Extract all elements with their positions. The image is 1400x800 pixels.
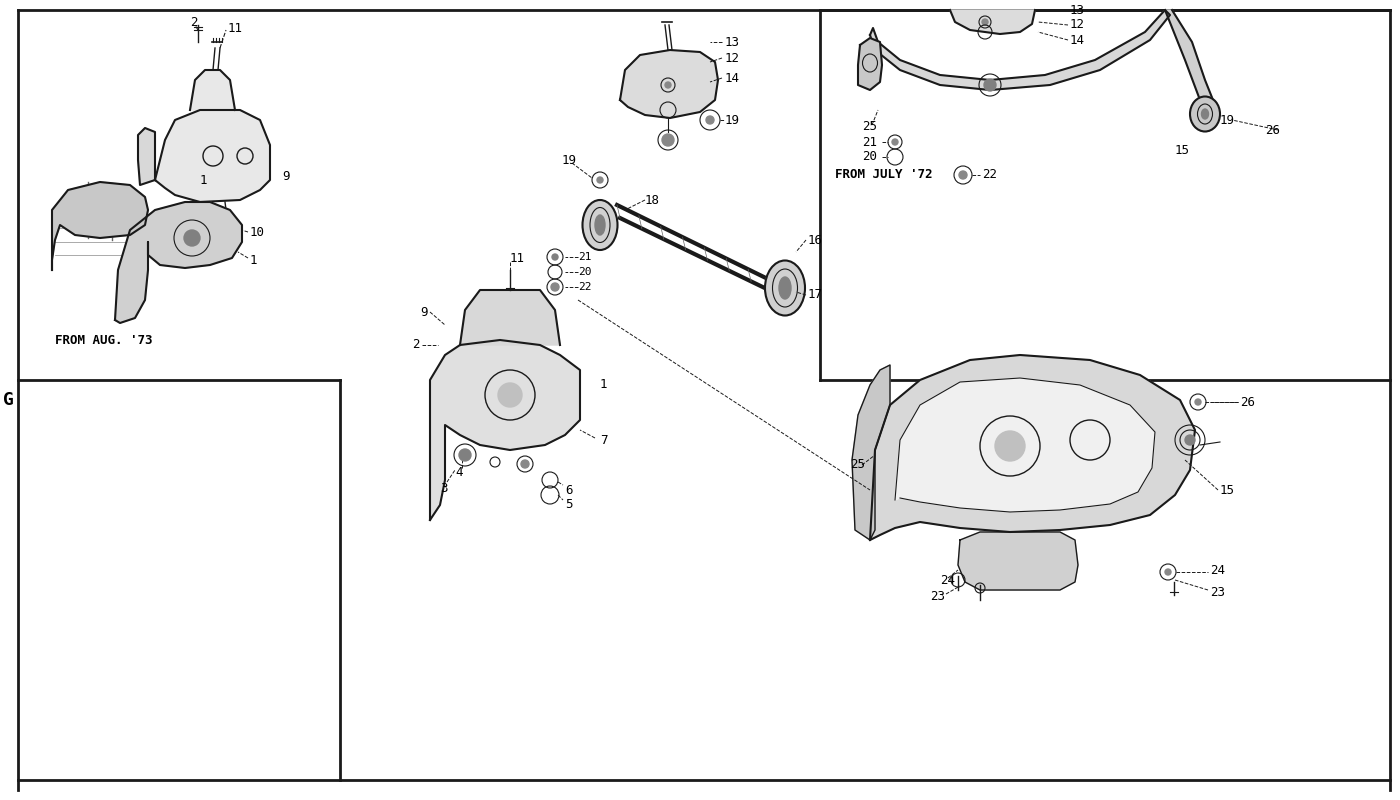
- Ellipse shape: [1190, 97, 1219, 131]
- Polygon shape: [853, 365, 890, 540]
- Text: 7: 7: [601, 434, 608, 446]
- Ellipse shape: [764, 261, 805, 315]
- Circle shape: [183, 230, 200, 246]
- Text: 1: 1: [601, 378, 608, 391]
- Text: 11: 11: [510, 251, 525, 265]
- Circle shape: [596, 177, 603, 183]
- Text: 25: 25: [850, 458, 865, 471]
- Ellipse shape: [582, 200, 617, 250]
- Text: 20: 20: [578, 267, 591, 277]
- Text: 3: 3: [146, 222, 153, 234]
- Circle shape: [1165, 569, 1170, 575]
- Text: 26: 26: [1266, 123, 1280, 137]
- Circle shape: [521, 460, 529, 468]
- Text: 24: 24: [1210, 563, 1225, 577]
- Ellipse shape: [595, 215, 605, 235]
- Text: 12: 12: [1070, 18, 1085, 31]
- Text: 23: 23: [1210, 586, 1225, 598]
- Circle shape: [662, 134, 673, 146]
- Text: 19: 19: [725, 114, 741, 126]
- Polygon shape: [869, 10, 1170, 90]
- Polygon shape: [155, 110, 270, 202]
- Text: 1: 1: [251, 254, 258, 266]
- Circle shape: [1184, 435, 1196, 445]
- Polygon shape: [139, 128, 155, 185]
- Text: 10: 10: [251, 226, 265, 238]
- Polygon shape: [52, 182, 148, 270]
- Text: 2: 2: [412, 338, 420, 351]
- Polygon shape: [190, 70, 235, 110]
- Text: 22: 22: [981, 169, 997, 182]
- Polygon shape: [461, 290, 560, 345]
- Text: 21: 21: [862, 137, 876, 150]
- Text: 23: 23: [930, 590, 945, 602]
- Text: 17: 17: [808, 289, 823, 302]
- Text: 9: 9: [281, 170, 290, 183]
- Circle shape: [959, 171, 967, 179]
- Ellipse shape: [778, 277, 791, 299]
- Circle shape: [665, 82, 671, 88]
- Text: 21: 21: [578, 252, 591, 262]
- Text: 19: 19: [1219, 114, 1235, 126]
- Text: 14: 14: [1070, 34, 1085, 46]
- Text: G: G: [3, 391, 14, 409]
- Text: 11: 11: [228, 22, 244, 34]
- Circle shape: [498, 383, 522, 407]
- Text: 24: 24: [939, 574, 955, 586]
- Circle shape: [210, 217, 220, 227]
- Text: 1: 1: [200, 174, 207, 186]
- Text: 25: 25: [862, 121, 876, 134]
- Polygon shape: [620, 50, 718, 118]
- Text: 14: 14: [725, 71, 741, 85]
- Text: 13: 13: [1070, 3, 1085, 17]
- Text: 3: 3: [440, 482, 448, 494]
- Text: 4: 4: [455, 466, 462, 478]
- Text: 20: 20: [862, 150, 876, 163]
- Polygon shape: [430, 340, 580, 520]
- Text: 18: 18: [645, 194, 659, 206]
- Text: 4: 4: [178, 222, 185, 234]
- Polygon shape: [858, 38, 882, 90]
- Text: FROM AUG. '73: FROM AUG. '73: [55, 334, 153, 346]
- Circle shape: [459, 449, 470, 461]
- Circle shape: [552, 254, 559, 260]
- Polygon shape: [1165, 10, 1215, 122]
- Text: 15: 15: [1219, 483, 1235, 497]
- Text: 5: 5: [566, 498, 573, 511]
- Text: 12: 12: [725, 51, 741, 65]
- Circle shape: [995, 431, 1025, 461]
- Text: 19: 19: [561, 154, 577, 166]
- Circle shape: [169, 213, 181, 223]
- Polygon shape: [951, 10, 1035, 34]
- Circle shape: [984, 79, 995, 91]
- Text: 16: 16: [808, 234, 823, 246]
- Ellipse shape: [1201, 109, 1208, 119]
- Circle shape: [706, 116, 714, 124]
- Polygon shape: [869, 355, 1196, 540]
- Text: 15: 15: [1175, 143, 1190, 157]
- Text: 22: 22: [578, 282, 591, 292]
- Text: 6: 6: [566, 483, 573, 497]
- Circle shape: [892, 139, 897, 145]
- Polygon shape: [895, 378, 1155, 512]
- Polygon shape: [958, 532, 1078, 590]
- Polygon shape: [115, 202, 242, 323]
- Text: 9: 9: [420, 306, 427, 318]
- Text: 2: 2: [190, 15, 197, 29]
- Circle shape: [1196, 399, 1201, 405]
- Text: 13: 13: [725, 35, 741, 49]
- Text: 26: 26: [1240, 395, 1254, 409]
- Circle shape: [981, 19, 988, 25]
- Circle shape: [552, 283, 559, 291]
- Text: FROM JULY '72: FROM JULY '72: [834, 169, 932, 182]
